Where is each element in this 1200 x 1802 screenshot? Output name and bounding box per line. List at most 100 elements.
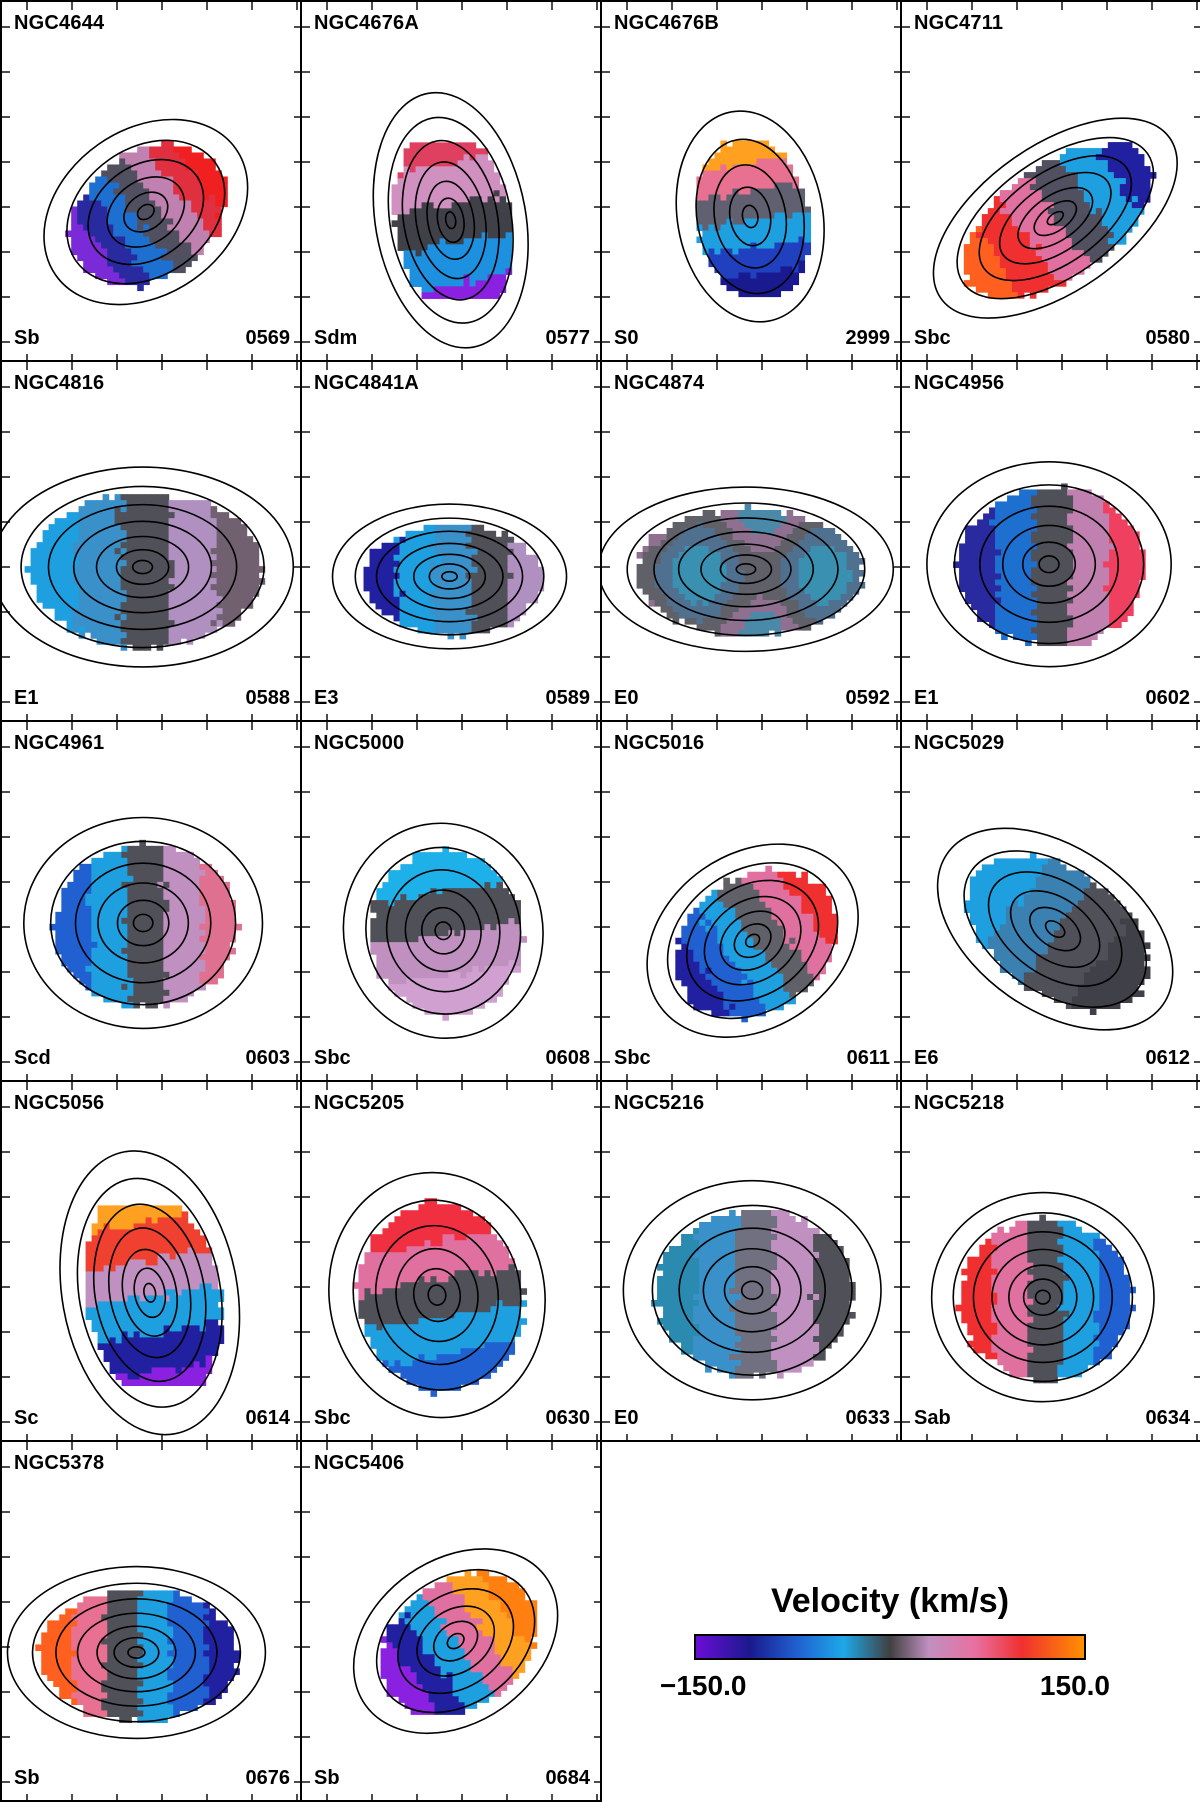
- morphological-type: Sb: [314, 1767, 340, 1790]
- galaxy-id: 0589: [546, 687, 591, 710]
- galaxy-panel: NGC5205 Sbc 0630: [300, 1080, 602, 1442]
- galaxy-name: NGC5016: [614, 732, 704, 755]
- velocity-field: [302, 2, 602, 362]
- galaxy-name: NGC4841A: [314, 372, 419, 395]
- galaxy-name: NGC4676A: [314, 12, 419, 35]
- velocity-field: [302, 1442, 602, 1802]
- galaxy-panel: NGC4874 E0 0592: [600, 360, 902, 722]
- morphological-type: Sb: [14, 327, 40, 350]
- galaxy-id: 0603: [246, 1047, 291, 1070]
- galaxy-id: 0577: [546, 327, 591, 350]
- colorbar-max-label: 150.0: [1040, 1670, 1110, 1702]
- velocity-field: [2, 1082, 302, 1442]
- velocity-field: [602, 722, 902, 1082]
- galaxy-id: 2999: [846, 327, 891, 350]
- galaxy-panel: NGC4711 Sbc 0580: [900, 0, 1200, 362]
- galaxy-panel: NGC4961 Scd 0603: [0, 720, 302, 1082]
- galaxy-panel: NGC5218 Sab 0634: [900, 1080, 1200, 1442]
- morphological-type: Sbc: [614, 1047, 651, 1070]
- galaxy-id: 0633: [846, 1407, 891, 1430]
- galaxy-name: NGC5216: [614, 1092, 704, 1115]
- morphological-type: Sc: [14, 1407, 38, 1430]
- velocity-field: [902, 1082, 1200, 1442]
- galaxy-id: 0614: [246, 1407, 291, 1430]
- galaxy-id: 0611: [847, 1047, 890, 1070]
- galaxy-id: 0630: [546, 1407, 591, 1430]
- galaxy-id: 0676: [246, 1767, 291, 1790]
- galaxy-id: 0634: [1146, 1407, 1191, 1430]
- galaxy-id: 0602: [1146, 687, 1191, 710]
- morphological-type: Sbc: [914, 327, 951, 350]
- galaxy-name: NGC4644: [14, 12, 104, 35]
- velocity-pixels: [370, 846, 527, 1021]
- galaxy-name: NGC5056: [14, 1092, 104, 1115]
- velocity-pixels: [696, 141, 811, 298]
- galaxy-panel: NGC5029 E6 0612: [900, 720, 1200, 1082]
- galaxy-name: NGC5205: [314, 1092, 404, 1115]
- morphological-type: S0: [614, 327, 638, 350]
- galaxy-name: NGC4711: [914, 12, 1003, 35]
- morphological-type: E6: [914, 1047, 938, 1070]
- morphological-type: Sdm: [314, 327, 357, 350]
- galaxy-id: 0608: [546, 1047, 591, 1070]
- velocity-field: [902, 362, 1200, 722]
- colorbar-min-label: −150.0: [660, 1670, 746, 1702]
- galaxy-name: NGC5218: [914, 1092, 1004, 1115]
- galaxy-name: NGC4874: [614, 372, 704, 395]
- galaxy-panel: NGC5406 Sb 0684: [300, 1440, 602, 1802]
- galaxy-id: 0569: [246, 327, 291, 350]
- galaxy-name: NGC5378: [14, 1452, 104, 1475]
- galaxy-name: NGC4961: [14, 732, 104, 755]
- galaxy-panel: NGC5378 Sb 0676: [0, 1440, 302, 1802]
- velocity-field: [302, 362, 602, 722]
- velocity-field: [2, 722, 302, 1082]
- galaxy-id: 0612: [1146, 1047, 1191, 1070]
- galaxy-name: NGC4676B: [614, 12, 719, 35]
- galaxy-panel: NGC4841A E3 0589: [300, 360, 602, 722]
- velocity-field: [2, 2, 302, 362]
- galaxy-panel: NGC5016 Sbc 0611: [600, 720, 902, 1082]
- morphological-type: E0: [614, 687, 638, 710]
- morphological-type: Sb: [14, 1767, 40, 1790]
- galaxy-panel: NGC4676A Sdm 0577: [300, 0, 602, 362]
- morphological-type: E1: [14, 687, 38, 710]
- galaxy-id: 0684: [546, 1767, 591, 1790]
- velocity-pixels: [964, 852, 1151, 1015]
- morphological-type: Sbc: [314, 1047, 351, 1070]
- galaxy-panel: NGC4816 E1 0588: [0, 360, 302, 722]
- velocity-field: [602, 1082, 902, 1442]
- morphological-type: Sbc: [314, 1407, 351, 1430]
- velocity-pixels: [381, 1570, 538, 1715]
- velocity-field: [902, 722, 1200, 1082]
- galaxy-id: 0580: [1146, 327, 1191, 350]
- galaxy-name: NGC4816: [14, 372, 104, 395]
- velocity-field: [2, 1442, 302, 1802]
- morphological-type: E0: [614, 1407, 638, 1430]
- galaxy-id: 0592: [846, 687, 891, 710]
- morphological-type: Sab: [914, 1407, 951, 1430]
- velocity-field: [302, 1082, 602, 1442]
- velocity-field: [2, 362, 302, 722]
- galaxy-name: NGC5406: [314, 1452, 404, 1475]
- galaxy-id: 0588: [246, 687, 291, 710]
- morphological-type: E3: [314, 687, 338, 710]
- velocity-field: [602, 2, 902, 362]
- galaxy-panel: NGC4676B S0 2999: [600, 0, 902, 362]
- galaxy-name: NGC5029: [914, 732, 1004, 755]
- galaxy-name: NGC5000: [314, 732, 404, 755]
- galaxy-panel: NGC4644 Sb 0569: [0, 0, 302, 362]
- morphological-type: Scd: [14, 1047, 51, 1070]
- velocity-field: [902, 2, 1200, 362]
- galaxy-panel: NGC5056 Sc 0614: [0, 1080, 302, 1442]
- colorbar-title: Velocity (km/s): [660, 1582, 1120, 1621]
- colorbar-gradient: [694, 1634, 1086, 1660]
- morphological-type: E1: [914, 687, 938, 710]
- galaxy-panel: NGC5216 E0 0633: [600, 1080, 902, 1442]
- velocity-pixels: [352, 1198, 527, 1397]
- galaxy-panel: NGC4956 E1 0602: [900, 360, 1200, 722]
- galaxy-panel: NGC5000 Sbc 0608: [300, 720, 602, 1082]
- velocity-field: [602, 362, 902, 722]
- galaxy-name: NGC4956: [914, 372, 1004, 395]
- velocity-field: [302, 722, 602, 1082]
